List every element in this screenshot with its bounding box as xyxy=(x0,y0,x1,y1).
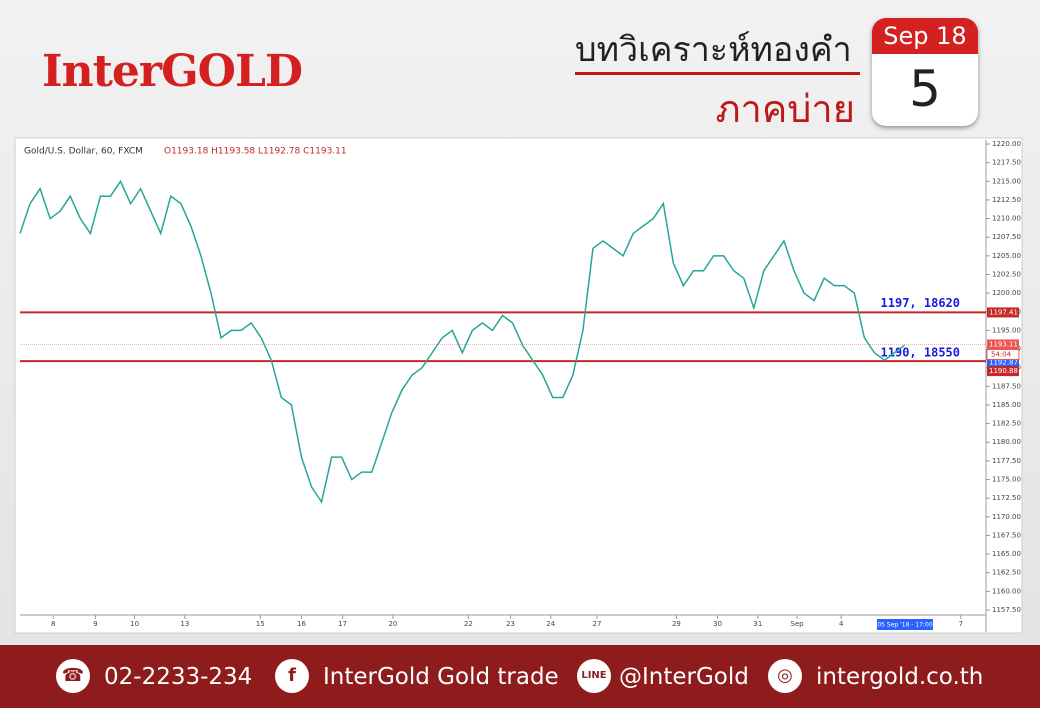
y-tick-label: 1212.50 xyxy=(992,196,1021,204)
y-tick-label: 1187.50 xyxy=(992,382,1021,390)
y-tick-label: 1185.00 xyxy=(992,401,1021,409)
y-tick-label: 1205.00 xyxy=(992,252,1021,260)
x-tick-label: 23 xyxy=(506,620,515,628)
chart-panel xyxy=(14,137,1023,634)
x-tick-label: 29 xyxy=(672,620,681,628)
y-tick-label: 1175.00 xyxy=(992,476,1021,484)
price-badge-label: 1192.87 xyxy=(989,358,1018,366)
y-tick-label: 1160.00 xyxy=(992,587,1021,595)
x-tick-label: Sep xyxy=(790,620,804,628)
price-line xyxy=(19,179,906,504)
ohlc-legend: O1193.18 H1193.58 L1192.78 C1193.11 xyxy=(164,147,347,157)
date-badge-label: 05 Sep '18 - 17:00 xyxy=(877,622,932,629)
website: intergold.co.th xyxy=(816,664,984,690)
x-tick-label: 16 xyxy=(297,620,306,628)
phone: 02-2233-234 xyxy=(104,664,253,690)
chart-title: Gold/U.S. Dollar, 60, FXCM xyxy=(24,147,143,157)
y-tick-label: 1170.00 xyxy=(992,513,1021,521)
y-tick-label: 1177.50 xyxy=(992,457,1021,465)
y-tick-label: 1157.50 xyxy=(992,606,1021,614)
y-tick-label: 1200.00 xyxy=(992,289,1021,297)
x-tick-label: 9 xyxy=(93,620,97,628)
price-badge xyxy=(987,357,1019,368)
y-tick-label: 1207.50 xyxy=(992,233,1021,241)
x-tick-label: 13 xyxy=(180,620,189,628)
level-badge-label: 1197.41 xyxy=(989,308,1018,316)
calendar-month: Sep 18 xyxy=(872,18,978,54)
calendar-day: 5 xyxy=(909,60,941,118)
countdown-badge xyxy=(986,348,1020,360)
title-rule xyxy=(575,72,860,75)
phone-icon: ☎ xyxy=(56,659,90,693)
footer: ☎ 02-2233-234 f InterGold Gold trade LIN… xyxy=(0,645,1040,708)
y-tick-label: 1172.50 xyxy=(992,494,1021,502)
y-tick-label: 1162.50 xyxy=(992,569,1021,577)
line-id: @InterGold xyxy=(619,664,749,690)
facebook: InterGold Gold trade xyxy=(323,664,559,690)
x-tick-label: 17 xyxy=(338,620,347,628)
x-tick-label: 20 xyxy=(388,620,397,628)
level-badge xyxy=(987,366,1019,377)
facebook-icon: f xyxy=(275,659,309,693)
y-tick-label: 1202.50 xyxy=(992,270,1021,278)
y-tick-label: 1165.00 xyxy=(992,550,1021,558)
title: บทวิเคราะห์ทองคำ xyxy=(575,30,852,70)
x-tick-label: 10 xyxy=(130,620,139,628)
x-tick-label: 31 xyxy=(753,620,762,628)
y-tick-label: 1210.00 xyxy=(992,215,1021,223)
level-annotation: 1190, 18550 xyxy=(881,346,960,360)
logo: InterGOLD xyxy=(42,46,303,97)
subtitle: ภาคบ่าย xyxy=(715,87,855,131)
level-badge xyxy=(987,307,1019,318)
y-tick-label: 1180.00 xyxy=(992,438,1021,446)
y-tick-label: 1215.00 xyxy=(992,177,1021,185)
price-badge-label: 1193.11 xyxy=(989,340,1018,348)
date-badge xyxy=(877,619,933,630)
x-tick-label: 22 xyxy=(464,620,473,628)
x-tick-label: 30 xyxy=(713,620,722,628)
calendar: Sep 18 5 xyxy=(872,18,978,126)
x-tick-label: 4 xyxy=(839,620,844,628)
x-tick-label: 8 xyxy=(51,620,55,628)
y-tick-label: 1217.50 xyxy=(992,159,1021,167)
countdown: 54:04 xyxy=(991,350,1012,358)
x-tick-label: 15 xyxy=(256,620,265,628)
x-tick-label: 27 xyxy=(593,620,602,628)
level-badge-label: 1190.88 xyxy=(989,367,1018,375)
line-icon: LINE xyxy=(577,659,611,693)
x-tick-label: 24 xyxy=(546,620,555,628)
x-tick-label: 7 xyxy=(959,620,963,628)
web-icon: ◎ xyxy=(768,659,802,693)
y-tick-label: 1220.00 xyxy=(992,140,1021,148)
level-annotation: 1197, 18620 xyxy=(881,296,960,310)
y-tick-label: 1167.50 xyxy=(992,531,1021,539)
y-tick-label: 1195.00 xyxy=(992,326,1021,334)
price-badge xyxy=(987,339,1019,350)
y-tick-label: 1182.50 xyxy=(992,420,1021,428)
